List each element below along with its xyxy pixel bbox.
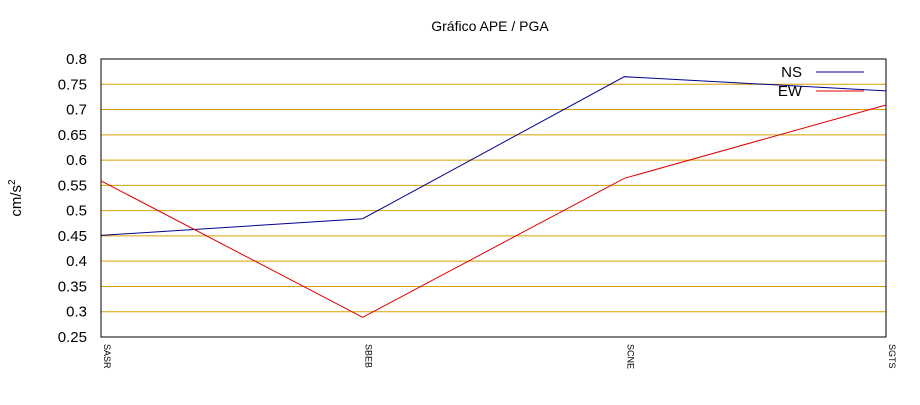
series-line-ew — [100, 104, 887, 318]
y-axis-unit-superscript: 2 — [7, 179, 18, 185]
x-tick-label: SGTS — [887, 344, 897, 369]
y-tick-label: 0.5 — [66, 203, 87, 220]
legend-label: NS — [781, 64, 802, 81]
y-tick-label: 0.3 — [66, 304, 87, 321]
x-tick-label: SCNE — [625, 344, 635, 369]
y-tick-label: 0.55 — [58, 177, 87, 194]
x-tick-label: SBEB — [364, 344, 374, 368]
legend: NS EW — [778, 64, 864, 100]
y-tick-label: 0.25 — [58, 329, 87, 346]
series-line-ns — [100, 76, 887, 236]
y-tick-label: 0.75 — [58, 76, 87, 93]
grid-layer — [101, 83, 886, 313]
y-tick-label: 0.7 — [66, 102, 87, 119]
y-axis-unit: cm/s — [8, 185, 25, 217]
y-axis-label: cm/s2 — [7, 179, 25, 217]
y-tick-label: 0.8 — [66, 51, 87, 68]
x-tick-label: SASR — [102, 344, 112, 369]
chart-title: Gráfico APE / PGA — [431, 18, 549, 34]
legend-label: EW — [778, 83, 803, 100]
y-tick-label: 0.35 — [58, 278, 87, 295]
series-layer — [100, 76, 887, 318]
x-tick-labels: SASR SBEB SCNE SGTS — [102, 344, 897, 369]
y-tick-labels: 0.25 0.3 0.35 0.4 0.45 0.5 0.55 0.6 0.65 0.7 0.75 0… — [58, 51, 87, 346]
plot-frame — [100, 58, 887, 338]
y-tick-label: 0.65 — [58, 127, 87, 144]
y-tick-label: 0.6 — [66, 152, 87, 169]
y-tick-label: 0.4 — [66, 253, 87, 270]
axis-layer — [100, 58, 887, 338]
y-tick-label: 0.45 — [58, 228, 87, 245]
